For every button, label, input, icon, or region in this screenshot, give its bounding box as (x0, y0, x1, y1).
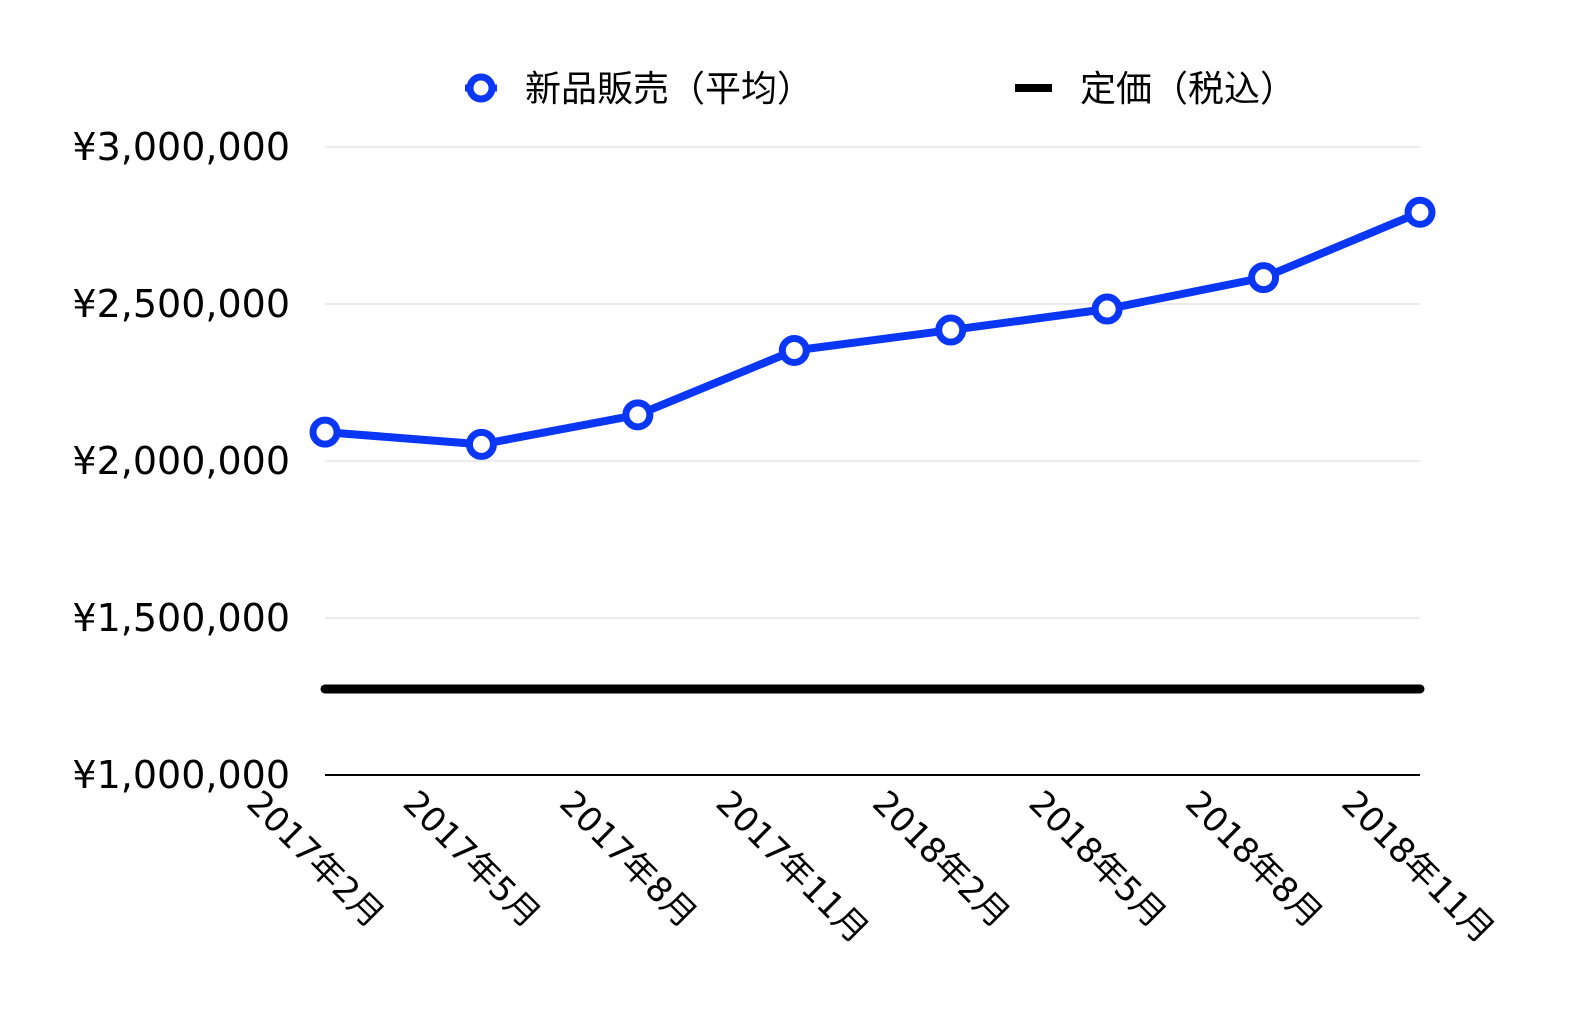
x-tick-label: 2018年11月 (1334, 783, 1502, 951)
gridlines (325, 146, 1420, 776)
x-tick-label: 2018年2月 (864, 783, 1017, 936)
y-tick-label: ¥3,000,000 (72, 125, 290, 169)
data-point (778, 334, 810, 366)
series-line (321, 208, 1424, 449)
data-point (622, 399, 654, 431)
series-layer (309, 196, 1436, 694)
data-point (1091, 293, 1123, 325)
y-tick-label: ¥1,500,000 (72, 596, 290, 640)
data-point (1404, 196, 1436, 228)
legend-label: 定価（税込） (1080, 69, 1296, 110)
x-tick-label: 2017年2月 (239, 783, 392, 936)
x-tick-label: 2018年8月 (1177, 783, 1330, 936)
x-tick-label: 2017年8月 (551, 783, 704, 936)
data-point (1248, 262, 1280, 294)
legend: 新品販売（平均） 定価（税込） (465, 69, 1296, 110)
data-point (309, 416, 341, 448)
series-1 (309, 196, 1436, 460)
data-point (465, 428, 497, 460)
x-tick-label: 2017年11月 (708, 783, 876, 951)
data-point (935, 314, 967, 346)
legend-swatch-marker (466, 73, 496, 103)
x-tick-label: 2017年5月 (395, 783, 548, 936)
y-tick-label: ¥1,000,000 (72, 753, 290, 797)
y-tick-label: ¥2,000,000 (72, 439, 290, 483)
y-tick-label: ¥2,500,000 (72, 282, 290, 326)
legend-label: 新品販売（平均） (525, 69, 813, 110)
y-axis: ¥1,000,000 ¥1,500,000 ¥2,000,000 ¥2,500,000… (72, 125, 290, 797)
x-tick-label: 2018年5月 (1021, 783, 1174, 936)
